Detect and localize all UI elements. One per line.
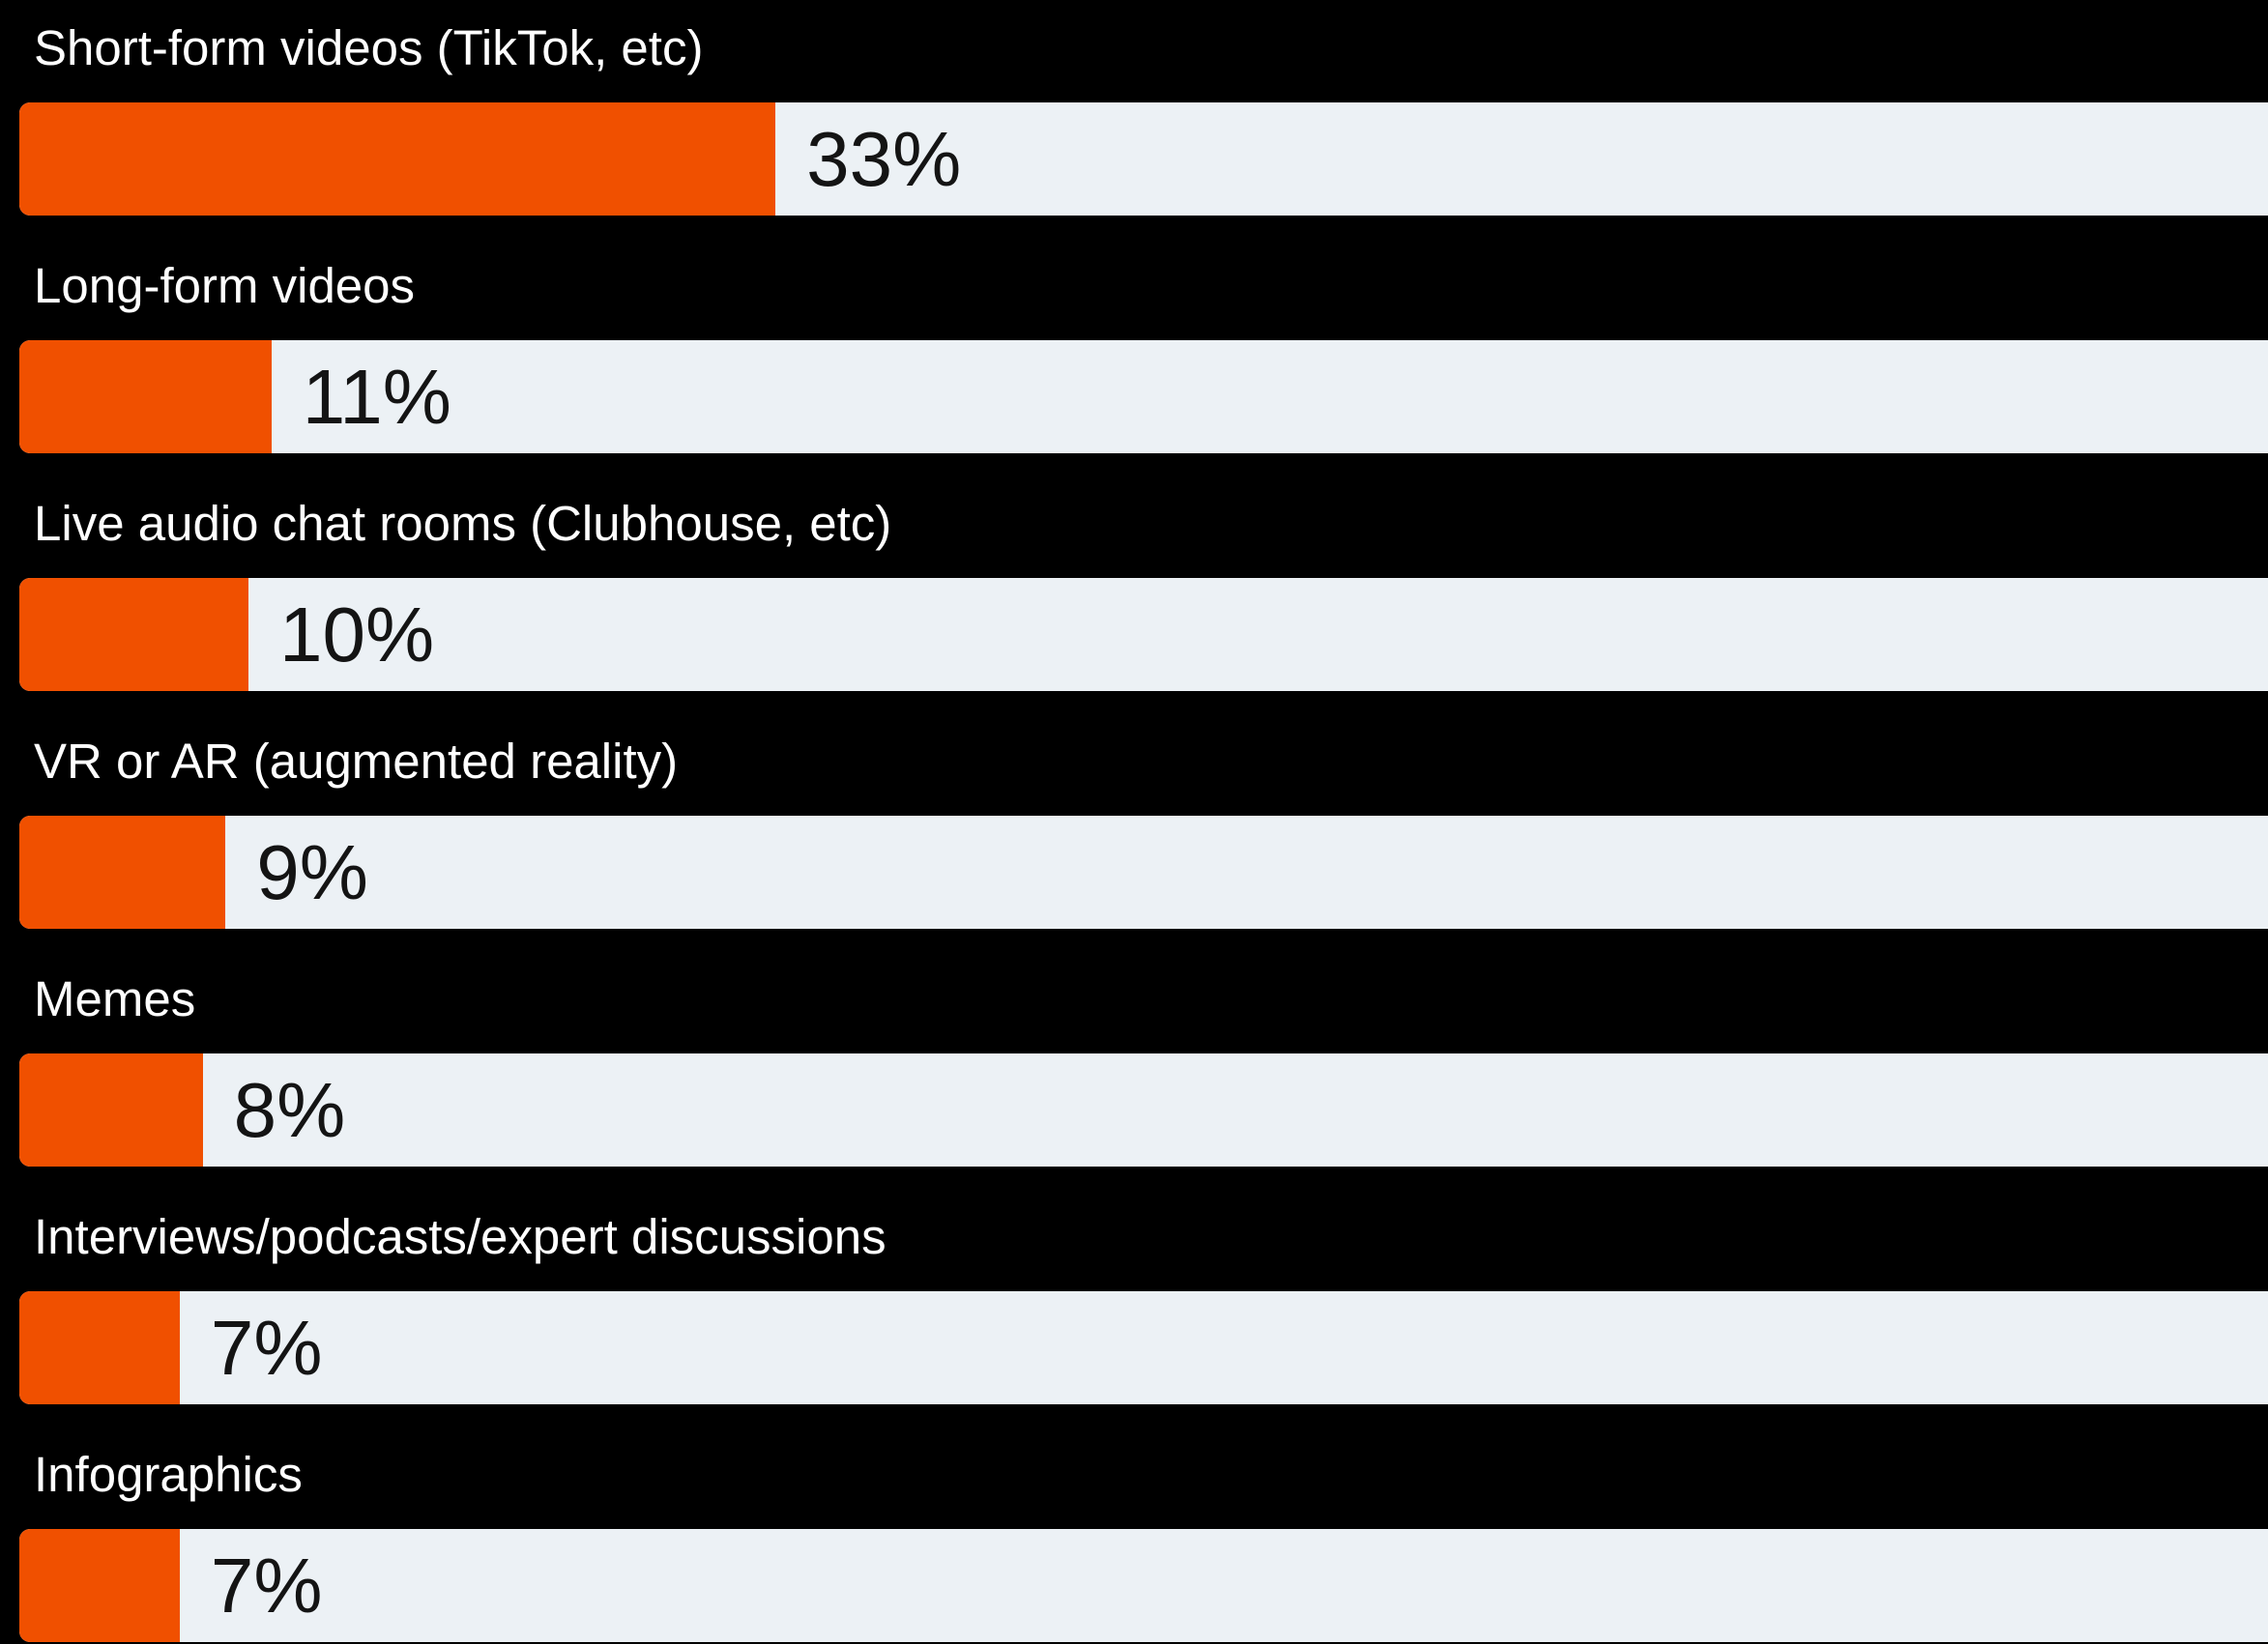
value-label: 7%	[210, 1305, 323, 1391]
category-label: Long-form videos	[34, 258, 416, 313]
bar-track: 8%	[19, 1053, 2268, 1167]
value-label: 7%	[210, 1543, 323, 1629]
bar	[19, 578, 248, 691]
value-label: 9%	[256, 829, 368, 915]
value-label: 11%	[302, 354, 451, 440]
bar-track: 9%	[19, 816, 2268, 929]
bar-track: 7%	[19, 1529, 2268, 1642]
bar-track: 10%	[19, 578, 2268, 691]
bar-track: 33%	[19, 102, 2268, 216]
bar	[19, 1291, 180, 1404]
bar	[19, 102, 776, 216]
value-label: 10%	[279, 591, 435, 678]
category-label: Short-form videos (TikTok, etc)	[34, 20, 704, 75]
bar	[19, 1053, 203, 1167]
bar-track: 11%	[19, 340, 2268, 453]
category-label: Live audio chat rooms (Clubhouse, etc)	[34, 496, 892, 551]
category-label: Infographics	[34, 1447, 303, 1502]
category-label: Memes	[34, 971, 196, 1026]
bar	[19, 1529, 180, 1642]
bar	[19, 340, 272, 453]
category-label: VR or AR (augmented reality)	[34, 734, 679, 789]
category-label: Interviews/podcasts/expert discussions	[34, 1209, 887, 1264]
bar	[19, 816, 226, 929]
value-label: 33%	[806, 116, 962, 202]
bar-track: 7%	[19, 1291, 2268, 1404]
value-label: 8%	[233, 1067, 346, 1153]
